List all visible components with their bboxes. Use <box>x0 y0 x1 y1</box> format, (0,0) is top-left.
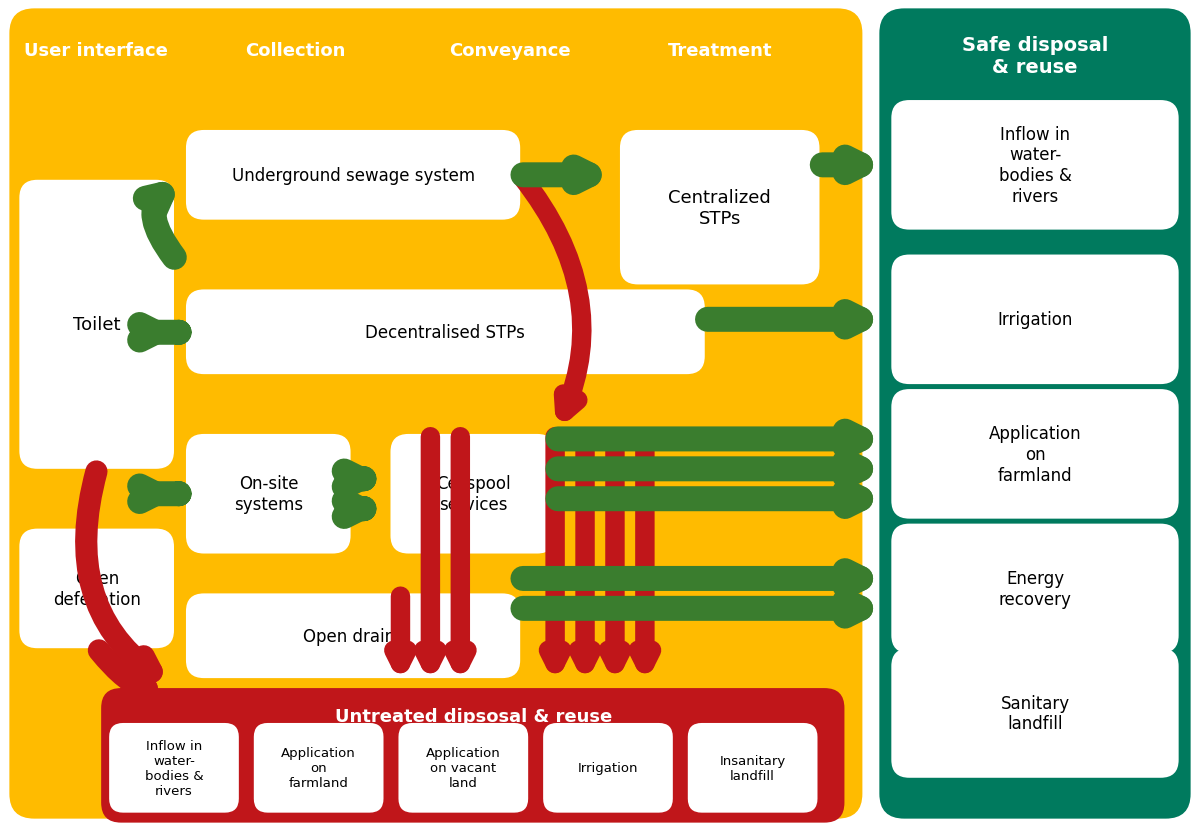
FancyBboxPatch shape <box>186 594 520 678</box>
FancyBboxPatch shape <box>892 390 1178 519</box>
Text: Sanitary
landfill: Sanitary landfill <box>1001 694 1069 733</box>
Text: Insanitary
landfill: Insanitary landfill <box>720 754 786 782</box>
Text: User interface: User interface <box>24 42 168 60</box>
Text: Application
on
farmland: Application on farmland <box>989 425 1081 484</box>
Text: Cesspool
services: Cesspool services <box>436 474 511 513</box>
Text: Irrigation: Irrigation <box>577 762 638 774</box>
FancyBboxPatch shape <box>688 723 817 812</box>
FancyBboxPatch shape <box>892 101 1178 230</box>
FancyBboxPatch shape <box>10 9 863 819</box>
Text: Energy
recovery: Energy recovery <box>998 570 1072 608</box>
FancyBboxPatch shape <box>892 524 1178 653</box>
FancyBboxPatch shape <box>101 688 845 823</box>
Text: Inflow in
water-
bodies &
rivers: Inflow in water- bodies & rivers <box>145 739 203 797</box>
Text: Collection: Collection <box>246 42 346 60</box>
FancyBboxPatch shape <box>544 723 673 812</box>
FancyBboxPatch shape <box>109 723 239 812</box>
FancyBboxPatch shape <box>186 435 350 554</box>
Text: Underground sewage system: Underground sewage system <box>232 166 475 185</box>
FancyBboxPatch shape <box>186 290 704 375</box>
Text: Conveyance: Conveyance <box>449 42 571 60</box>
FancyBboxPatch shape <box>19 529 174 648</box>
Text: Safe disposal
& reuse: Safe disposal & reuse <box>962 36 1108 77</box>
FancyBboxPatch shape <box>398 723 528 812</box>
FancyBboxPatch shape <box>620 131 820 285</box>
FancyBboxPatch shape <box>892 255 1178 385</box>
FancyBboxPatch shape <box>186 131 520 220</box>
Text: Treatment: Treatment <box>667 42 772 60</box>
Text: Application
on vacant
land: Application on vacant land <box>426 746 500 789</box>
Text: Open
defecation: Open defecation <box>53 570 142 608</box>
Text: Centralized
STPs: Centralized STPs <box>668 189 772 228</box>
FancyBboxPatch shape <box>254 723 384 812</box>
Text: On-site
systems: On-site systems <box>234 474 304 513</box>
Text: Decentralised STPs: Decentralised STPs <box>366 324 526 342</box>
Text: Open drains: Open drains <box>304 628 404 646</box>
Text: Application
on
farmland: Application on farmland <box>281 746 356 789</box>
Text: Untreated dipsosal & reuse: Untreated dipsosal & reuse <box>335 707 612 725</box>
Text: Toilet: Toilet <box>73 316 121 334</box>
FancyBboxPatch shape <box>19 181 174 469</box>
FancyBboxPatch shape <box>390 435 556 554</box>
Text: Irrigation: Irrigation <box>997 311 1073 329</box>
FancyBboxPatch shape <box>880 9 1190 819</box>
Text: Inflow in
water-
bodies &
rivers: Inflow in water- bodies & rivers <box>998 126 1072 206</box>
FancyBboxPatch shape <box>892 648 1178 777</box>
